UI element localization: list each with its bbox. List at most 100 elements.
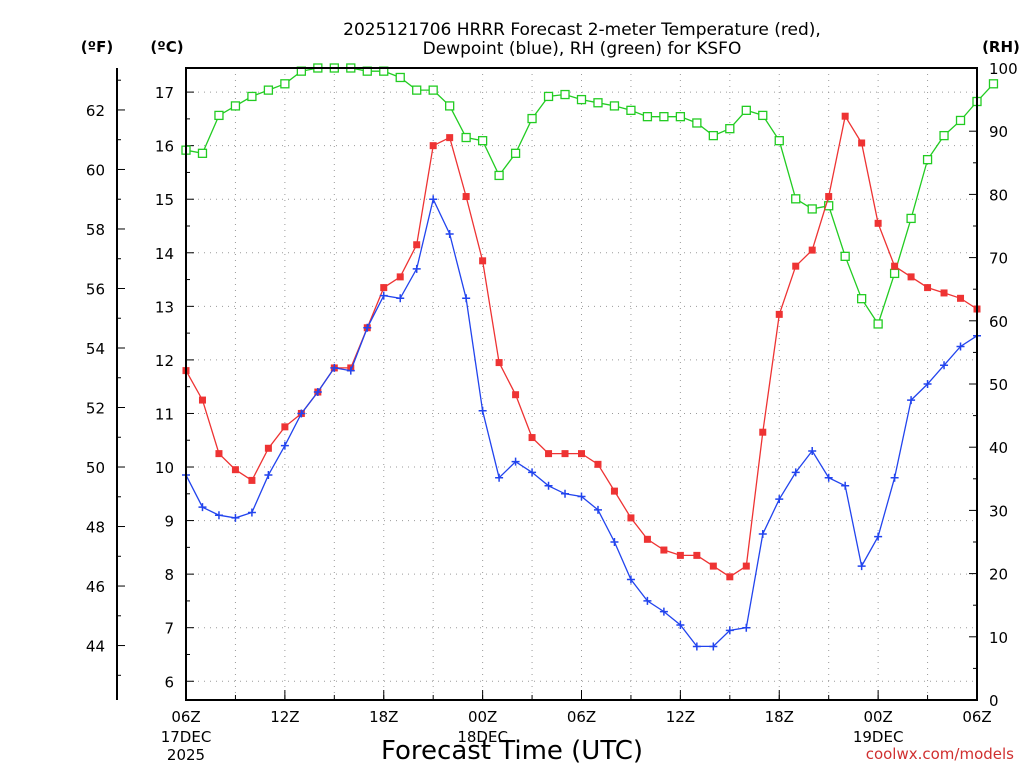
temperature-point [742, 562, 750, 570]
rh-tick-label: 80 [989, 186, 1008, 204]
rh-point [988, 79, 999, 89]
dewpoint-point [478, 406, 487, 415]
fahrenheit-tick-label: 46 [86, 578, 105, 596]
x-tick-label: 18Z [369, 708, 398, 726]
rh-point [609, 101, 620, 111]
temperature-point [512, 391, 520, 399]
dewpoint-point [791, 468, 800, 477]
dewpoint-point [940, 361, 949, 370]
rh-point [725, 124, 735, 134]
celsius-tick-label: 7 [164, 620, 174, 638]
x-tick-label: 06Z [567, 708, 596, 726]
rh-point [906, 213, 916, 224]
dewpoint-point [874, 532, 883, 541]
dewpoint-point [247, 508, 256, 517]
fahrenheit-tick-label: 56 [86, 280, 105, 298]
dewpoint-point [462, 294, 471, 303]
rh-point [197, 148, 208, 158]
rh-point [939, 130, 949, 141]
x-axis-title: Forecast Time (UTC) [381, 736, 643, 766]
temperature-point [808, 246, 816, 254]
rh-point [263, 85, 274, 95]
rh-point [494, 170, 504, 181]
dewpoint-point [198, 503, 207, 512]
rh-point [247, 91, 257, 102]
rh-tick-label: 50 [989, 376, 1008, 394]
temperature-point [413, 241, 421, 249]
celsius-tick-label: 16 [155, 138, 174, 156]
temperature-point [924, 284, 932, 292]
rh-point [824, 201, 834, 211]
temperature-point [841, 112, 849, 120]
dewpoint-point [231, 513, 240, 522]
rh-tick-label: 0 [989, 692, 999, 710]
rh-tick-label: 100 [989, 60, 1018, 78]
fahrenheit-tick-label: 60 [86, 161, 105, 179]
temperature-point [248, 476, 256, 484]
dewpoint-point [544, 481, 553, 490]
dewpoint-point [742, 623, 751, 632]
fahrenheit-tick-label: 58 [86, 221, 105, 239]
celsius-tick-label: 10 [155, 459, 174, 477]
dewpoint-point [445, 230, 454, 239]
rh-point [758, 110, 768, 121]
dewpoint-point [626, 575, 635, 584]
rh-tick-label: 30 [989, 502, 1008, 520]
rh-point [510, 148, 521, 158]
temperature-point [429, 142, 437, 150]
fahrenheit-tick-label: 44 [86, 638, 105, 656]
rh-point [774, 136, 784, 146]
x-date-label: 17DEC [161, 728, 212, 746]
rh-point [593, 98, 603, 108]
rh-tick-label: 40 [989, 439, 1008, 457]
x-tick-label: 18Z [765, 708, 794, 726]
dewpoint-point [412, 264, 421, 273]
temperature-point [775, 310, 783, 318]
temperature-point [446, 134, 454, 142]
rh-point [741, 105, 751, 115]
credit-label: coolwx.com/models [866, 745, 1014, 763]
rh-point [692, 118, 702, 128]
fahrenheit-tick-label: 62 [86, 102, 105, 120]
rh-point [543, 91, 554, 102]
dewpoint-point [577, 492, 586, 501]
dewpoint-point [758, 529, 767, 538]
x-tick-label: 06Z [171, 708, 200, 726]
dewpoint-point [676, 621, 685, 630]
celsius-unit-label: (ºC) [150, 38, 183, 56]
temperature-point [396, 273, 404, 281]
x-tick-label: 00Z [863, 708, 892, 726]
dewpoint-point [709, 642, 718, 651]
fahrenheit-tick-label: 54 [86, 340, 105, 358]
chart-title-line1: 2025121706 HRRR Forecast 2-meter Tempera… [343, 20, 821, 40]
rh-point [840, 251, 850, 261]
rh-unit-label: (RH) [982, 38, 1020, 56]
temperature-point [231, 466, 239, 474]
celsius-tick-label: 11 [155, 405, 174, 423]
dewpoint-point [824, 473, 833, 482]
dewpoint-point [495, 473, 504, 482]
celsius-tick-label: 8 [164, 566, 174, 584]
rh-point [560, 89, 570, 100]
dewpoint-point [956, 342, 965, 351]
dewpoint-point [528, 468, 537, 477]
fahrenheit-tick-label: 50 [86, 459, 105, 477]
dewpoint-point [692, 642, 701, 651]
rh-point [791, 194, 801, 204]
temperature-line [185, 114, 978, 578]
temperature-point [940, 289, 948, 297]
temperature-point [578, 450, 585, 458]
temperature-point [380, 284, 388, 292]
dewpoint-point [857, 562, 866, 571]
temperature-point [957, 294, 965, 302]
rh-point [708, 130, 718, 141]
celsius-tick-label: 9 [164, 513, 174, 531]
rh-point [395, 72, 405, 83]
temperature-point [528, 434, 536, 442]
celsius-tick-label: 13 [155, 298, 174, 316]
rh-point [955, 115, 966, 126]
temperature-point [264, 444, 272, 452]
dewpoint-point [297, 409, 306, 418]
rh-point [659, 112, 669, 122]
temperature-point [281, 423, 289, 431]
